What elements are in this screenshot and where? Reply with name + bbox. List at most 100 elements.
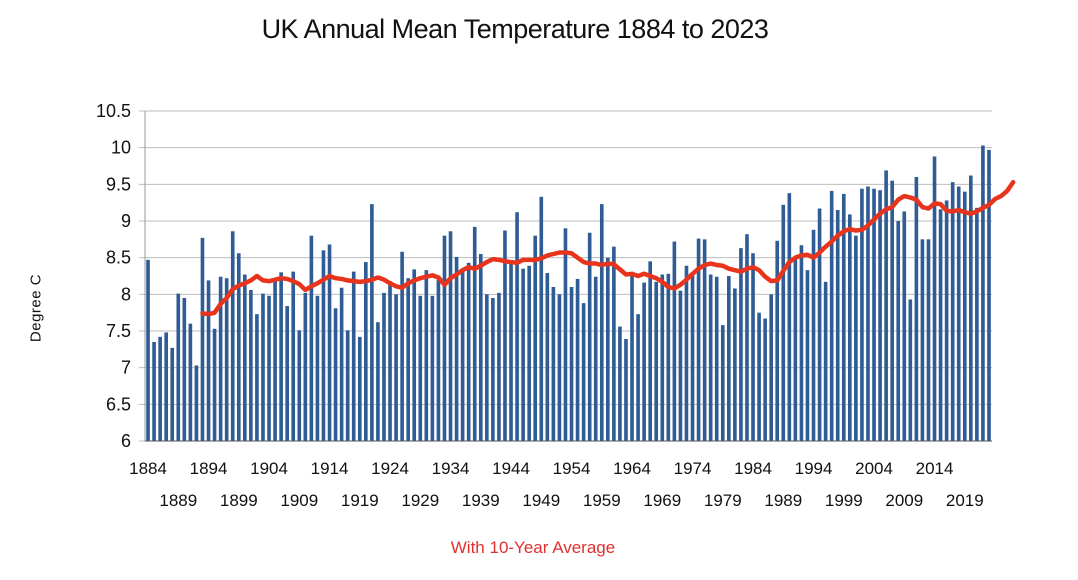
y-tick-label: 8.5: [106, 248, 131, 268]
temperature-bar: [932, 156, 937, 441]
temperature-bar: [642, 282, 646, 441]
temperature-bar: [188, 323, 193, 441]
temperature-bar: [557, 294, 562, 441]
temperature-bar: [799, 245, 804, 441]
temperature-bar: [164, 332, 168, 441]
x-tick-label: 1914: [311, 459, 349, 478]
average-line-group: [200, 179, 1016, 317]
temperature-bar: [987, 149, 991, 441]
x-tick-label: 2014: [916, 459, 954, 478]
temperature-bar: [981, 145, 985, 441]
y-tick-label: 9: [121, 211, 131, 231]
x-tick-label: 2004: [855, 459, 893, 478]
temperature-bar: [714, 276, 719, 441]
temperature-bar: [648, 261, 652, 441]
chart-title: UK Annual Mean Temperature 1884 to 2023: [261, 14, 769, 44]
temperature-bar: [303, 292, 308, 441]
temperature-bar: [569, 287, 574, 441]
temperature-bar: [854, 235, 858, 441]
temperature-bar: [727, 276, 731, 441]
temperature-bar: [763, 318, 767, 441]
x-tick-label: 1969: [643, 491, 681, 510]
temperature-bar: [261, 293, 265, 441]
temperature-bar: [309, 235, 314, 441]
temperature-bar: [902, 211, 907, 441]
temperature-bar: [472, 226, 477, 441]
x-tick-label: 2009: [885, 491, 923, 510]
temperature-bar: [224, 278, 229, 441]
temperature-bar: [497, 292, 501, 441]
temperature-bar: [920, 239, 925, 441]
temperature-bar: [599, 204, 604, 441]
temperature-bar: [884, 170, 888, 441]
temperature-bar: [848, 214, 852, 441]
x-tick-label: 1934: [432, 459, 470, 478]
temperature-bar: [630, 276, 634, 441]
temperature-bar: [430, 295, 435, 441]
temperature-bar: [146, 259, 150, 441]
x-tick-label: 1984: [734, 459, 772, 478]
x-tick-label: 1904: [250, 459, 288, 478]
temperature-bar: [406, 278, 410, 441]
temperature-bar: [327, 244, 332, 441]
temperature-bar: [448, 231, 453, 441]
temperature-bar: [478, 254, 483, 441]
temperature-bar: [829, 190, 834, 441]
temperature-bar: [969, 175, 973, 442]
temperature-bar: [751, 253, 755, 441]
temperature-bar: [950, 182, 955, 441]
temperature-bar: [273, 278, 277, 441]
temperature-bar: [835, 210, 840, 441]
x-tick-label: 1944: [492, 459, 530, 478]
temperature-bar: [733, 288, 737, 441]
y-tick-labels: 6 6.5 7 7.5 8 8.5 9 9.5 10 10.5: [96, 101, 131, 451]
temperature-bar: [533, 235, 538, 441]
temperature-bar: [418, 295, 423, 441]
temperature-bar: [230, 231, 235, 441]
temperature-bar: [321, 250, 326, 441]
y-tick-label: 9.5: [106, 174, 131, 194]
temperature-bar: [255, 314, 259, 441]
temperature-bar: [624, 339, 628, 441]
temperature-bar: [581, 303, 586, 441]
temperature-bar: [436, 279, 441, 441]
temperature-bar: [206, 280, 211, 441]
y-tick-label: 6.5: [106, 394, 131, 414]
temperature-bar: [424, 270, 429, 441]
temperature-bar: [956, 186, 961, 441]
temperature-bar: [315, 295, 320, 441]
temperature-bar: [926, 239, 931, 441]
temperature-bar: [739, 248, 743, 441]
temperature-bar: [636, 314, 640, 441]
temperature-bar: [285, 306, 289, 441]
x-tick-label: 1894: [190, 459, 228, 478]
x-tick-label: 1949: [522, 491, 560, 510]
x-tick-label: 1939: [462, 491, 500, 510]
temperature-bar: [890, 180, 894, 441]
temperature-bar: [442, 235, 447, 441]
temperature-bar: [515, 212, 519, 441]
temperature-bar: [454, 256, 459, 441]
x-tick-label: 1974: [674, 459, 712, 478]
temperature-bar: [400, 251, 404, 441]
temperature-bar: [823, 281, 828, 441]
temperature-bar: [678, 290, 683, 441]
temperature-bar: [267, 295, 271, 441]
temperature-bar: [182, 298, 187, 441]
temperature-bar: [908, 299, 913, 441]
temperature-bar: [521, 268, 525, 441]
y-tick-label: 7: [121, 358, 131, 378]
temperature-bar: [872, 188, 876, 441]
temperature-bar: [914, 177, 919, 441]
temperature-bar: [158, 336, 162, 441]
temperature-bar: [376, 322, 380, 441]
temperature-bar: [690, 275, 695, 441]
x-tick-label: 1999: [825, 491, 863, 510]
x-tick-label: 1924: [371, 459, 409, 478]
x-tick-label: 1909: [280, 491, 318, 510]
temperature-bar: [364, 262, 368, 441]
temperature-bar: [702, 239, 707, 441]
x-tick-label: 1899: [220, 491, 258, 510]
temperature-bar: [243, 274, 247, 441]
